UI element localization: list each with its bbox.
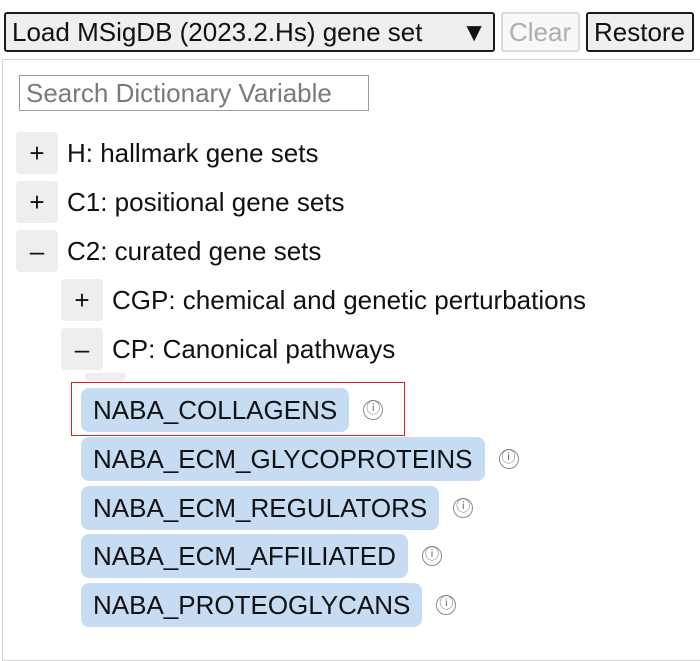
tree-subcategory-label[interactable]: CGP: chemical and genetic perturbations — [112, 285, 587, 315]
info-icon[interactable]: ⓘ — [421, 546, 442, 566]
load-gene-set-label: Load MSigDB (2023.2.Hs) gene set — [12, 17, 423, 47]
info-icon[interactable]: ⓘ — [363, 400, 384, 420]
gene-set-item[interactable]: NABA_COLLAGENS ⓘ — [81, 388, 384, 432]
dropdown-caret-icon: ▼ — [461, 17, 487, 47]
info-icon[interactable]: ⓘ — [453, 498, 474, 518]
gene-set-tree-panel: + H: hallmark gene sets + C1: positional… — [2, 59, 700, 661]
gene-set-item[interactable]: NABA_ECM_GLYCOPROTEINS ⓘ — [81, 437, 519, 481]
gene-set-item[interactable]: NABA_ECM_AFFILIATED ⓘ — [81, 534, 442, 578]
restore-button[interactable]: Restore — [586, 12, 694, 52]
gene-set-pill[interactable]: NABA_PROTEOGLYCANS — [81, 583, 423, 627]
expand-toggle-icon[interactable]: + — [16, 132, 58, 174]
gene-set-pill[interactable]: NABA_COLLAGENS — [81, 388, 350, 432]
tree-subcategory-label[interactable]: CP: Canonical pathways — [112, 334, 396, 364]
tree-category-label[interactable]: C2: curated gene sets — [67, 236, 322, 266]
gene-set-pill[interactable]: NABA_ECM_REGULATORS — [81, 486, 440, 530]
info-icon[interactable]: ⓘ — [436, 595, 457, 615]
expand-toggle-icon[interactable]: + — [16, 181, 58, 223]
collapse-toggle-icon[interactable]: – — [16, 230, 58, 272]
info-icon[interactable]: ⓘ — [498, 449, 519, 469]
gene-set-pill[interactable]: NABA_ECM_GLYCOPROTEINS — [81, 437, 485, 481]
clear-button[interactable]: Clear — [501, 12, 580, 52]
gene-set-item[interactable]: NABA_ECM_REGULATORS ⓘ — [81, 486, 474, 530]
tree-branch-stub — [85, 373, 125, 381]
collapse-toggle-icon[interactable]: – — [61, 328, 103, 370]
gene-set-item[interactable]: NABA_PROTEOGLYCANS ⓘ — [81, 583, 457, 627]
gene-set-pill[interactable]: NABA_ECM_AFFILIATED — [81, 534, 408, 578]
toolbar: Load MSigDB (2023.2.Hs) gene set ▼ Clear… — [0, 0, 700, 58]
search-input[interactable] — [19, 75, 369, 111]
tree-category-label[interactable]: H: hallmark gene sets — [67, 138, 319, 168]
load-gene-set-dropdown[interactable]: Load MSigDB (2023.2.Hs) gene set ▼ — [4, 12, 495, 52]
tree-category-label[interactable]: C1: positional gene sets — [67, 187, 345, 217]
expand-toggle-icon[interactable]: + — [61, 279, 103, 321]
